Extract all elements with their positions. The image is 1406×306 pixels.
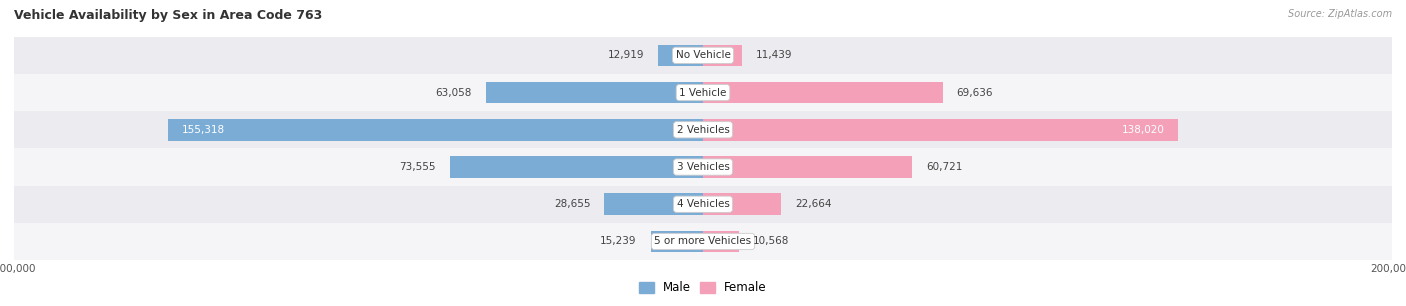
Text: 69,636: 69,636 [956, 88, 993, 98]
Text: 63,058: 63,058 [436, 88, 472, 98]
Bar [703, 231, 740, 252]
Bar [14, 37, 1392, 74]
Bar [486, 82, 703, 103]
Text: 4 Vehicles: 4 Vehicles [676, 199, 730, 209]
Text: 12,919: 12,919 [609, 50, 645, 60]
Bar [703, 45, 742, 66]
Bar [703, 119, 1178, 140]
Text: 15,239: 15,239 [600, 237, 637, 247]
Bar [14, 186, 1392, 223]
Text: 5 or more Vehicles: 5 or more Vehicles [654, 237, 752, 247]
Bar [14, 111, 1392, 148]
Text: 60,721: 60,721 [927, 162, 962, 172]
Text: 1 Vehicle: 1 Vehicle [679, 88, 727, 98]
Text: Source: ZipAtlas.com: Source: ZipAtlas.com [1288, 9, 1392, 19]
Text: No Vehicle: No Vehicle [675, 50, 731, 60]
Bar [14, 223, 1392, 260]
Text: 22,664: 22,664 [794, 199, 831, 209]
Text: 155,318: 155,318 [181, 125, 225, 135]
Text: 28,655: 28,655 [554, 199, 591, 209]
Legend: Male, Female: Male, Female [640, 282, 766, 294]
Bar [450, 156, 703, 178]
Bar [14, 148, 1392, 186]
Bar [703, 156, 912, 178]
Text: 10,568: 10,568 [754, 237, 790, 247]
Bar [651, 231, 703, 252]
Text: 11,439: 11,439 [756, 50, 793, 60]
Bar [14, 74, 1392, 111]
Bar [703, 82, 943, 103]
Text: Vehicle Availability by Sex in Area Code 763: Vehicle Availability by Sex in Area Code… [14, 9, 322, 22]
Bar [167, 119, 703, 140]
Bar [658, 45, 703, 66]
Text: 2 Vehicles: 2 Vehicles [676, 125, 730, 135]
Text: 3 Vehicles: 3 Vehicles [676, 162, 730, 172]
Bar [703, 193, 782, 215]
Text: 138,020: 138,020 [1122, 125, 1164, 135]
Text: 73,555: 73,555 [399, 162, 436, 172]
Bar [605, 193, 703, 215]
